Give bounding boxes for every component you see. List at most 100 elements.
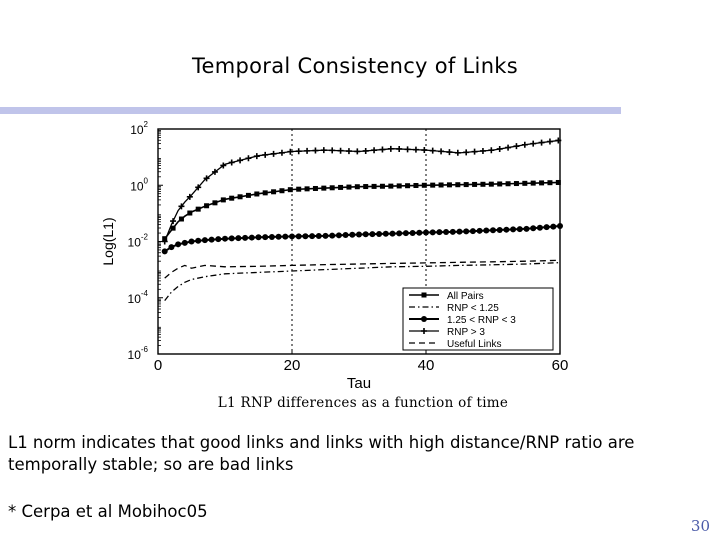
square-marker [421, 292, 427, 298]
circle-marker [228, 235, 235, 242]
circle-marker [329, 232, 336, 239]
plus-marker [438, 148, 445, 155]
plus-marker [379, 146, 386, 153]
series-1 [164, 261, 561, 302]
plus-marker [161, 238, 168, 245]
square-marker [287, 187, 293, 193]
square-marker [195, 206, 201, 212]
square-marker [438, 182, 444, 188]
circle-marker [382, 230, 389, 237]
circle-marker [443, 228, 450, 235]
square-marker [530, 180, 536, 186]
series-group [161, 137, 563, 302]
plus-marker [471, 148, 478, 155]
circle-marker [215, 236, 222, 243]
title-divider [0, 107, 621, 114]
series-3 [161, 137, 562, 245]
square-marker [446, 182, 452, 188]
plus-marker [488, 147, 495, 154]
plus-marker [237, 157, 244, 164]
plus-marker [320, 147, 327, 154]
circle-marker [429, 229, 436, 236]
square-marker [396, 183, 402, 189]
circle-marker [222, 235, 228, 242]
plus-marker [211, 168, 218, 175]
plus-marker [262, 151, 269, 158]
square-marker [338, 184, 344, 190]
circle-marker [356, 231, 362, 238]
circle-marker [449, 228, 456, 235]
l1-rnp-chart: 0 20 40 60 102 100 10-2 10-4 10-6 Tau Log(L1) L1 RN… [100, 120, 568, 411]
plus-marker [429, 147, 436, 154]
circle-marker [503, 226, 510, 233]
circle-marker [242, 234, 249, 241]
legend-label: 1.25 < RNP < 3 [447, 315, 516, 326]
square-marker [488, 181, 494, 187]
plus-marker [220, 162, 227, 169]
square-marker [212, 200, 218, 206]
circle-marker [335, 232, 342, 239]
plus-marker [505, 144, 512, 151]
plus-marker [304, 147, 311, 154]
legend-sample [409, 328, 439, 334]
series-2 [161, 223, 563, 255]
circle-marker [463, 228, 470, 235]
plus-marker [329, 147, 336, 154]
circle-marker [550, 223, 557, 230]
plus-marker [253, 153, 260, 160]
square-marker [371, 183, 377, 189]
legend-sample [409, 292, 439, 298]
square-marker [354, 184, 360, 190]
chart-caption: L1 RNP differences as a function of time [218, 395, 508, 411]
x-axis-label: Tau [347, 375, 371, 392]
circle-marker [376, 230, 383, 237]
circle-marker [315, 232, 322, 239]
plus-marker [555, 137, 562, 144]
slide-title: Temporal Consistency of Links [191, 54, 519, 78]
circle-marker [248, 234, 255, 241]
legend-label: RNP > 3 [447, 327, 485, 338]
circle-marker [188, 238, 195, 245]
circle-marker [469, 228, 476, 235]
plus-marker [245, 155, 252, 162]
square-marker [262, 190, 268, 196]
square-marker [254, 191, 260, 197]
square-marker [271, 189, 277, 195]
plus-marker [203, 175, 210, 182]
circle-marker [421, 316, 427, 322]
y-tick-label: 102 [130, 120, 148, 137]
circle-marker [181, 239, 188, 246]
square-marker [220, 197, 226, 203]
square-marker [413, 183, 419, 189]
square-marker [187, 210, 193, 216]
square-marker [421, 182, 427, 188]
plus-marker [278, 149, 285, 156]
square-marker [505, 181, 511, 187]
plus-marker [446, 149, 453, 156]
circle-marker [483, 227, 490, 234]
series-line [164, 139, 561, 242]
circle-marker [557, 223, 563, 230]
plus-marker [178, 203, 185, 210]
plus-marker [421, 328, 427, 334]
circle-marker [275, 233, 282, 240]
legend-label: All Pairs [447, 291, 484, 302]
circle-marker [396, 230, 403, 237]
plus-marker [287, 148, 294, 155]
series-0 [162, 179, 561, 242]
square-marker [522, 180, 528, 186]
circle-marker [235, 235, 242, 242]
body-text: L1 norm indicates that good links and li… [8, 433, 635, 474]
circle-marker [496, 226, 503, 233]
square-marker [463, 182, 469, 188]
square-marker [304, 186, 310, 192]
circle-marker [423, 229, 429, 236]
square-marker [229, 195, 235, 201]
circle-marker [161, 248, 168, 255]
plus-marker [345, 148, 352, 155]
circle-marker [543, 224, 550, 231]
plus-marker [354, 148, 361, 155]
circle-marker [523, 225, 530, 232]
square-marker [237, 194, 243, 200]
circle-marker [409, 229, 416, 236]
